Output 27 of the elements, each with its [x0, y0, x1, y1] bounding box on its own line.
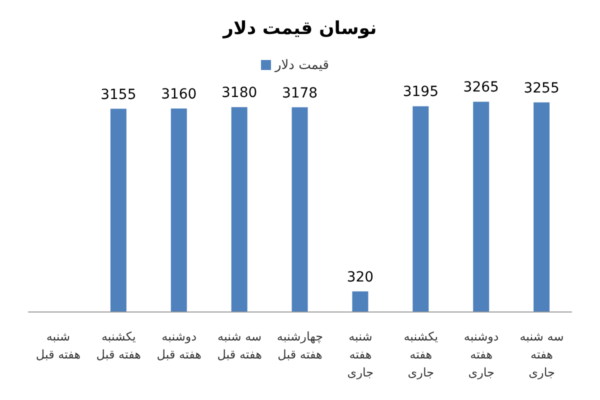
data-label: 3255 [524, 80, 560, 96]
bar [352, 291, 368, 312]
data-label: 3178 [282, 85, 318, 102]
bar [534, 102, 550, 312]
bar [473, 102, 490, 312]
chart-title: نوسان قیمت دلار [221, 17, 378, 41]
data-label: 320 [346, 269, 374, 286]
legend-label: قیمت دلار [274, 58, 330, 73]
x-tick-label: چهارشنبه هفته قبل [276, 330, 324, 362]
x-tick-label: دوشنبه هفته جاری [464, 330, 499, 380]
data-label: 3160 [161, 86, 197, 102]
bar [170, 108, 187, 312]
data-label: 3180 [222, 85, 258, 102]
data-label: 3155 [100, 86, 136, 103]
x-tick-label: یکشنبه هفته قبل [96, 330, 142, 362]
x-tick-label: سه شنبه هفته قبل [217, 330, 262, 362]
data-label: 3265 [463, 80, 499, 96]
data-label: 3195 [402, 84, 438, 100]
bar [110, 108, 126, 312]
bar [231, 107, 248, 312]
bar [292, 107, 308, 312]
x-tick-label: دوشنبه هفته قبل [156, 330, 202, 362]
x-tick-label: شنبه هفته جاری [347, 330, 374, 380]
x-tick-label: یکشنبه هفته جاری [404, 330, 438, 380]
x-tick-label: شنبه هفته قبل [36, 330, 81, 362]
bar [412, 106, 429, 312]
x-tick-label: سه شنبه هفته جاری [520, 330, 564, 380]
